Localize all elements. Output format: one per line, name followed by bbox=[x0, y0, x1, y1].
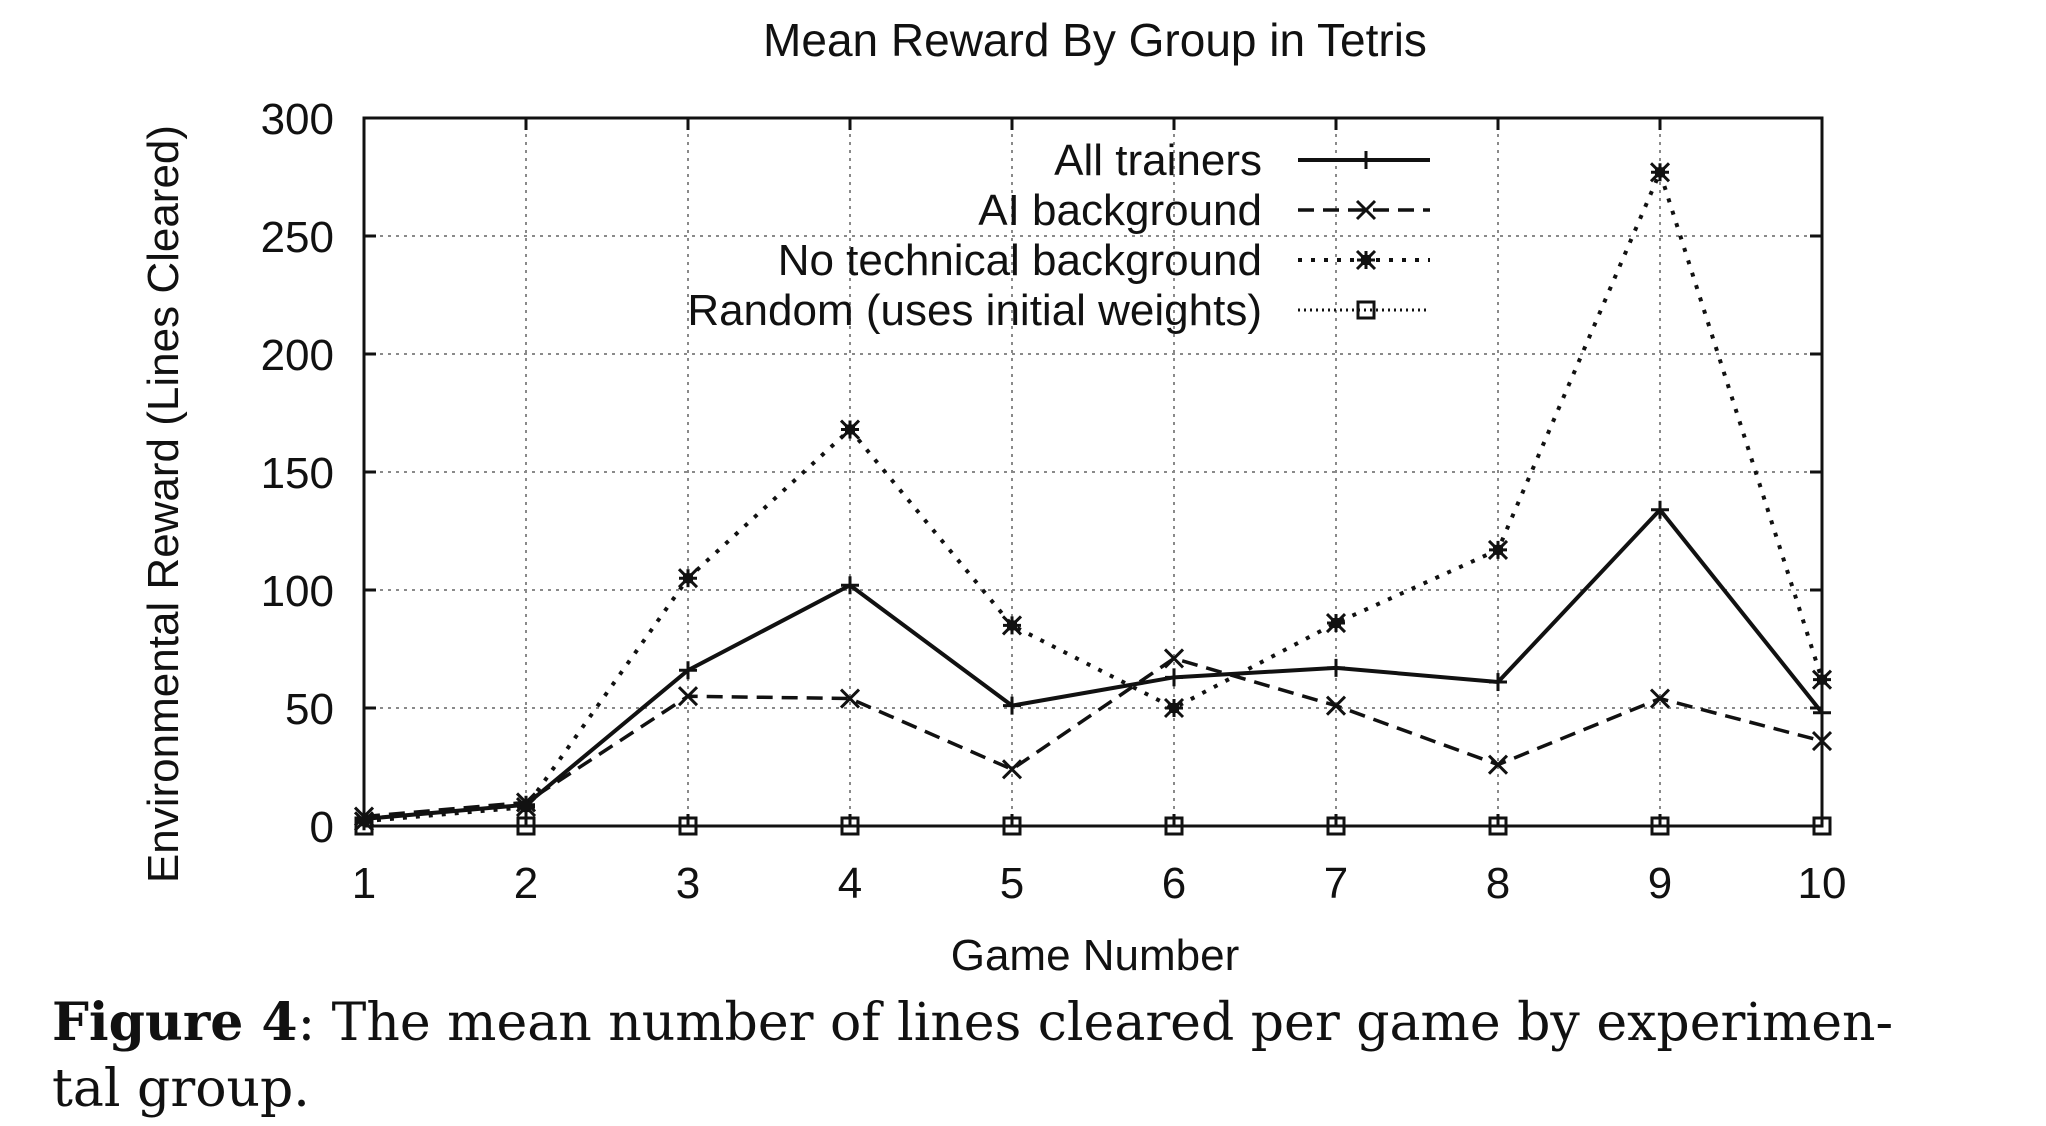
x-tick-label: 6 bbox=[1162, 859, 1186, 908]
figure-label: Figure 4 bbox=[52, 992, 298, 1053]
legend-marker-2 bbox=[1355, 249, 1377, 271]
series-0-point bbox=[1165, 668, 1183, 687]
series-1-point bbox=[1325, 695, 1347, 716]
x-tick-label: 2 bbox=[514, 859, 538, 908]
series-0-point bbox=[1327, 658, 1345, 677]
y-tick-label: 150 bbox=[261, 449, 334, 498]
x-tick-label: 1 bbox=[352, 859, 376, 908]
series-1-point bbox=[677, 686, 699, 707]
series-2-point bbox=[1163, 697, 1185, 719]
series-0-point bbox=[1003, 696, 1021, 715]
y-tick-label: 200 bbox=[261, 331, 334, 380]
series-2-point bbox=[1001, 615, 1023, 636]
legend-marker-1 bbox=[1355, 199, 1377, 221]
series-0-point bbox=[1651, 500, 1669, 519]
series-2-point bbox=[677, 568, 699, 589]
y-tick-label: 250 bbox=[261, 213, 334, 262]
series-0-point bbox=[841, 576, 859, 595]
x-tick-label: 9 bbox=[1648, 859, 1672, 908]
series-0-point bbox=[679, 661, 697, 680]
series-1-point bbox=[1649, 688, 1671, 709]
x-tick-label: 5 bbox=[1000, 859, 1024, 908]
y-tick-label: 0 bbox=[310, 803, 334, 852]
series-line-0 bbox=[363, 507, 1824, 821]
legend-label-0: All trainers bbox=[1054, 136, 1262, 185]
x-tick-label: 8 bbox=[1486, 859, 1510, 908]
series-2-point bbox=[1325, 612, 1347, 634]
figure-caption: Figure 4: The mean number of lines clear… bbox=[52, 990, 2042, 1122]
series-2-point bbox=[1649, 162, 1671, 183]
grid-lines bbox=[364, 118, 1822, 826]
plot-area-frame bbox=[362, 116, 1824, 828]
series-line-1 bbox=[363, 656, 1823, 819]
series-1-point bbox=[839, 688, 861, 709]
legend-label-2: No technical background bbox=[778, 236, 1262, 285]
series-1-point bbox=[1487, 754, 1509, 775]
series-2-point bbox=[515, 797, 537, 818]
series-2-point bbox=[839, 419, 861, 440]
x-tick-label: 3 bbox=[676, 859, 700, 908]
legend-label-3: Random (uses initial weights) bbox=[687, 286, 1262, 335]
x-axis-label: Game Number bbox=[951, 931, 1240, 980]
series-1-point bbox=[1001, 759, 1023, 780]
series-0-point bbox=[1489, 673, 1507, 692]
y-tick-label: 50 bbox=[285, 685, 334, 734]
legend-label-1: AI background bbox=[978, 186, 1262, 235]
series-line-2 bbox=[363, 170, 1824, 824]
legend-marker-3 bbox=[1356, 300, 1376, 320]
series-2-point bbox=[1487, 539, 1509, 560]
caption-text: : The mean number of lines cleared per g… bbox=[52, 993, 1894, 1119]
x-tick-label: 4 bbox=[838, 859, 862, 908]
y-axis-label: Environmental Reward (Lines Cleared) bbox=[139, 125, 188, 883]
y-tick-label: 300 bbox=[261, 95, 334, 144]
chart-title: Mean Reward By Group in Tetris bbox=[763, 14, 1427, 66]
series-1-point bbox=[1163, 648, 1185, 669]
x-tick-label: 7 bbox=[1324, 859, 1348, 908]
legend-marker-0 bbox=[1357, 151, 1375, 169]
x-tick-label: 10 bbox=[1798, 859, 1847, 908]
y-tick-label: 100 bbox=[261, 567, 334, 616]
line-chart: Mean Reward By Group in Tetris Environme… bbox=[139, 14, 1847, 980]
